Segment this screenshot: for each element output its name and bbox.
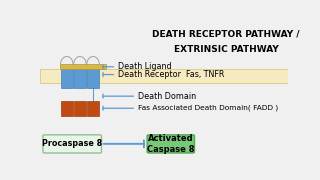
Bar	[61, 101, 73, 116]
FancyBboxPatch shape	[147, 135, 195, 153]
Text: DEATH RECEPTOR PATHWAY /: DEATH RECEPTOR PATHWAY /	[152, 30, 300, 39]
Text: EXTRINSIC PATHWAY: EXTRINSIC PATHWAY	[174, 45, 278, 54]
Text: Death Receptor  Fas, TNFR: Death Receptor Fas, TNFR	[118, 70, 225, 79]
Bar	[61, 69, 73, 88]
Text: Death Domain: Death Domain	[138, 92, 196, 101]
Bar	[87, 101, 99, 116]
Bar	[40, 69, 288, 83]
Text: Fas Associated Death Domain( FADD ): Fas Associated Death Domain( FADD )	[138, 105, 278, 111]
Bar	[87, 69, 99, 88]
Text: Procaspase 8: Procaspase 8	[42, 140, 102, 148]
Bar	[74, 69, 86, 88]
FancyBboxPatch shape	[43, 135, 101, 153]
Text: Death Ligand: Death Ligand	[118, 62, 172, 71]
Text: Activated
Caspase 8: Activated Caspase 8	[147, 134, 195, 154]
Bar	[74, 101, 86, 116]
Bar	[60, 64, 106, 69]
